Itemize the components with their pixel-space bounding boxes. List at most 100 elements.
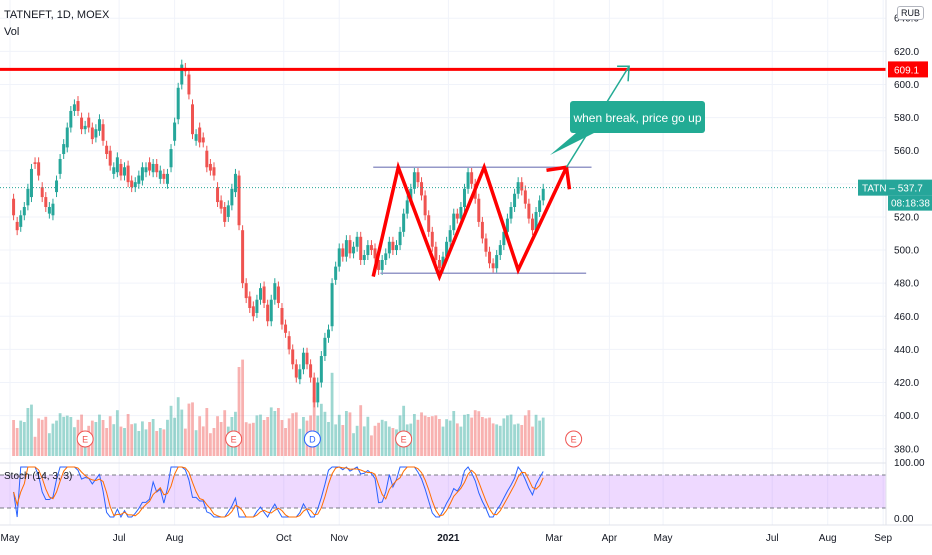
- resistance-price-tag: [888, 61, 928, 78]
- volume-bar: [101, 420, 105, 456]
- volume-bar: [144, 429, 148, 456]
- candle-body: [19, 215, 23, 227]
- candle-body: [119, 163, 123, 176]
- volume-bar: [466, 414, 470, 456]
- volume-bar: [183, 428, 187, 456]
- volume-bar: [12, 420, 15, 456]
- candle-body: [298, 369, 302, 380]
- time-tick-label: Apr: [602, 533, 618, 544]
- earnings-marker[interactable]: [76, 430, 94, 448]
- candle-body: [133, 182, 137, 188]
- volume-bar: [509, 414, 513, 456]
- candle-body: [495, 255, 499, 269]
- volume-bar: [162, 429, 166, 456]
- volume-bar: [334, 424, 338, 456]
- last-price-tag: [858, 179, 932, 196]
- zigzag-pattern[interactable]: [371, 161, 569, 282]
- volume-bar: [506, 415, 509, 456]
- volume-bar: [362, 426, 366, 456]
- volume-bar: [366, 416, 370, 456]
- earnings-marker[interactable]: [303, 430, 321, 448]
- volume-bar: [445, 419, 448, 456]
- candle-body: [126, 165, 130, 183]
- currency-button[interactable]: RUB: [896, 6, 924, 20]
- candle-body: [105, 145, 109, 155]
- candle-body: [534, 211, 538, 231]
- candle-body: [180, 64, 184, 85]
- candle-body: [151, 163, 155, 173]
- candle-body: [480, 221, 484, 239]
- stoch-title: Stoch (14, 3, 3): [4, 471, 72, 482]
- annotation-callout[interactable]: [570, 101, 705, 133]
- candle-body: [498, 245, 502, 256]
- volume-bar: [244, 422, 248, 456]
- candle-body: [312, 377, 316, 403]
- price-tick-label: 620.0: [894, 47, 919, 58]
- candle-body: [33, 162, 37, 164]
- candle-body: [162, 173, 166, 179]
- candle-body: [226, 205, 230, 217]
- countdown-tag: [888, 195, 932, 211]
- volume-bar: [280, 420, 284, 456]
- earnings-marker-label: D: [309, 435, 316, 445]
- candle-body: [448, 230, 452, 242]
- candle-body: [420, 182, 424, 196]
- volume-bar: [516, 423, 520, 456]
- volume-bar: [420, 412, 423, 456]
- candle-body: [173, 122, 177, 141]
- time-tick-label: Mar: [545, 533, 563, 544]
- candle-body: [237, 175, 241, 226]
- volume-bar: [198, 416, 202, 456]
- candle-body: [47, 207, 51, 214]
- volume-bar: [19, 420, 23, 456]
- volume-bar: [209, 433, 212, 456]
- volume-bar: [187, 403, 191, 456]
- candle-body: [233, 173, 237, 193]
- candle-body: [462, 188, 466, 208]
- candle-body: [387, 241, 391, 254]
- candle-body: [65, 127, 69, 148]
- candle-body: [362, 255, 366, 260]
- volume-bar: [62, 416, 66, 456]
- volume-bar: [148, 422, 151, 456]
- candle-body: [87, 117, 91, 128]
- candle-body: [434, 246, 438, 260]
- volume-bar: [488, 417, 491, 456]
- volume-bar: [158, 428, 162, 456]
- volume-label: Vol: [4, 26, 20, 38]
- volume-bar: [495, 424, 499, 456]
- volume-bar: [531, 426, 534, 456]
- candle-body: [523, 190, 527, 204]
- candle-body: [402, 213, 406, 232]
- earnings-marker[interactable]: [565, 430, 583, 448]
- volume-bar: [359, 405, 363, 456]
- candle-body: [326, 329, 330, 338]
- stoch-tick-label: 100.00: [894, 458, 925, 469]
- candle-body: [276, 286, 280, 304]
- volume-bar: [30, 404, 33, 456]
- earnings-marker[interactable]: [225, 430, 243, 448]
- candle-body: [445, 241, 449, 257]
- candle-body: [427, 215, 431, 232]
- volume-bar: [176, 397, 180, 456]
- volume-bar: [491, 423, 495, 456]
- time-tick-label: Nov: [330, 533, 348, 544]
- volume-bar: [273, 411, 277, 456]
- volume-bar: [287, 418, 291, 456]
- volume-bar: [276, 408, 280, 456]
- price-tick-label: 560.0: [894, 146, 919, 157]
- volume-bar: [480, 417, 484, 456]
- candle-body: [58, 158, 62, 174]
- volume-bar: [94, 422, 98, 456]
- earnings-marker[interactable]: [395, 430, 413, 448]
- candle-body: [359, 236, 363, 260]
- candle-body: [355, 236, 359, 247]
- volume-bar: [119, 426, 123, 456]
- volume-bar: [137, 431, 141, 456]
- volume-bar: [387, 426, 391, 456]
- stoch-d-line: [13, 466, 544, 518]
- candle-body: [441, 256, 445, 269]
- volume-bar: [513, 424, 516, 456]
- volume-bar: [123, 428, 126, 456]
